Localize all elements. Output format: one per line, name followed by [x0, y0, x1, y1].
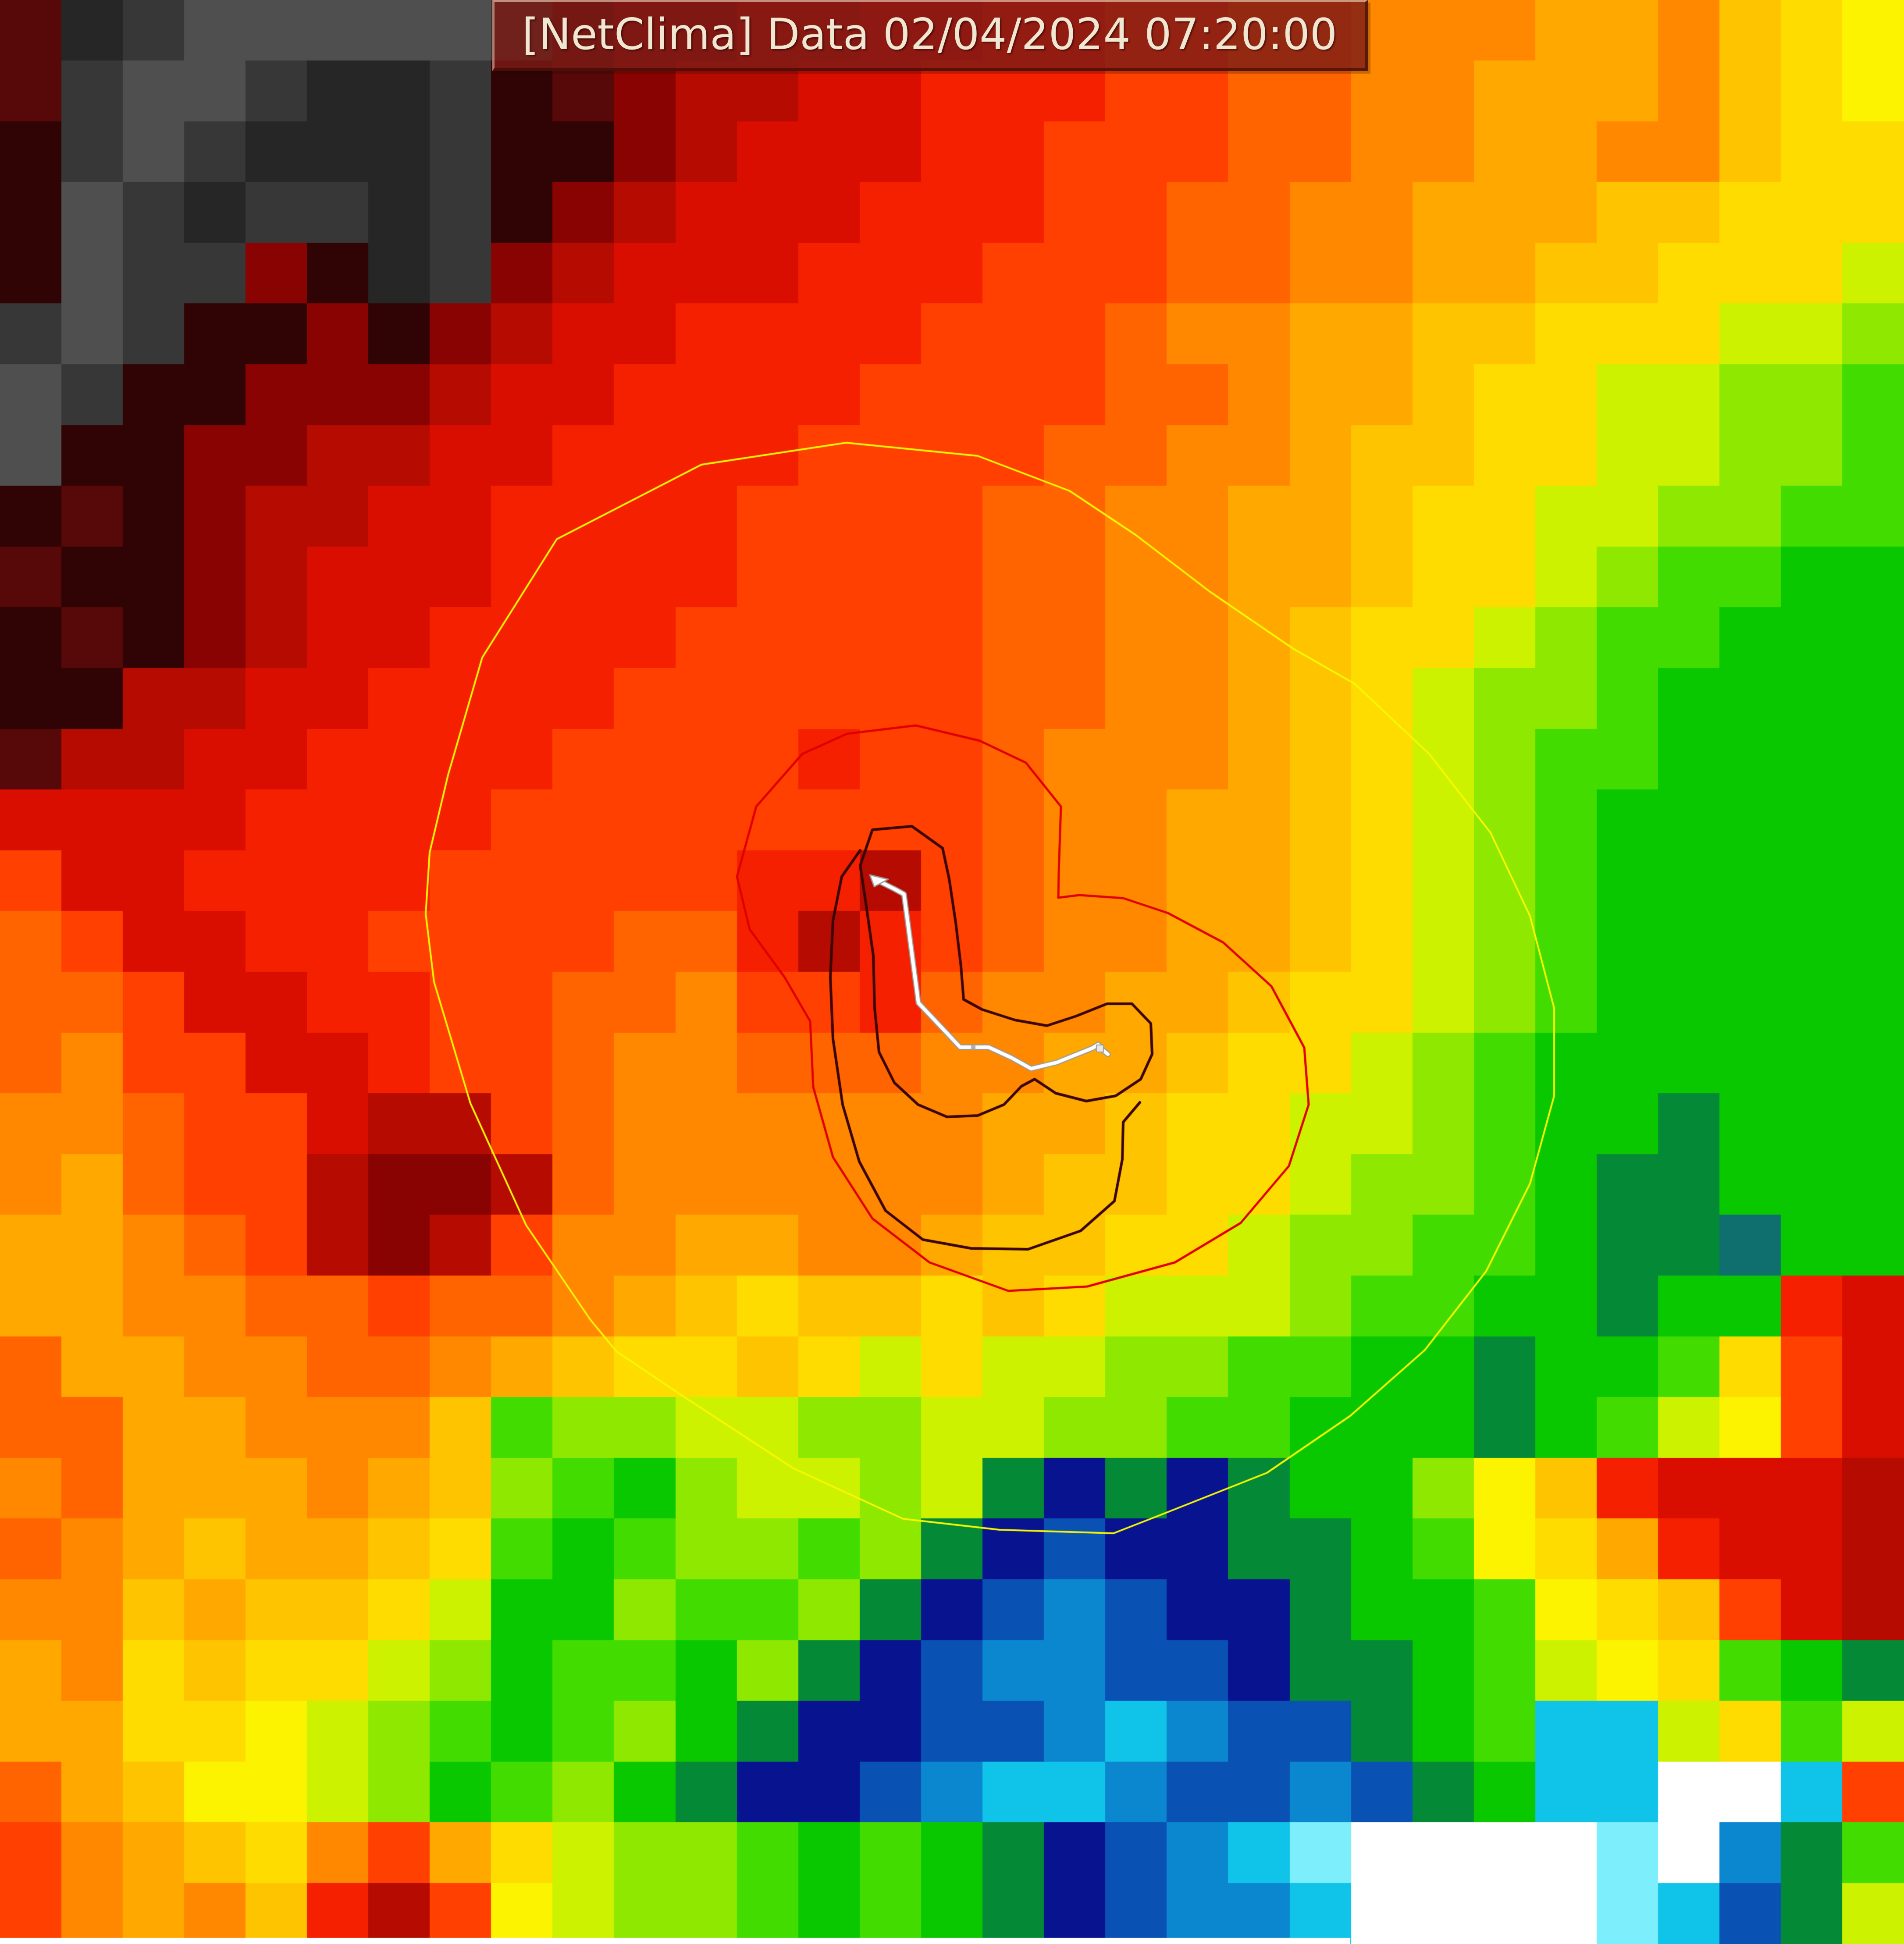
data-timestamp-overlay: [NetClima] Data 02/04/2024 07:20:00 [492, 0, 1368, 71]
data-timestamp-text: [NetClima] Data 02/04/2024 07:20:00 [522, 10, 1338, 60]
